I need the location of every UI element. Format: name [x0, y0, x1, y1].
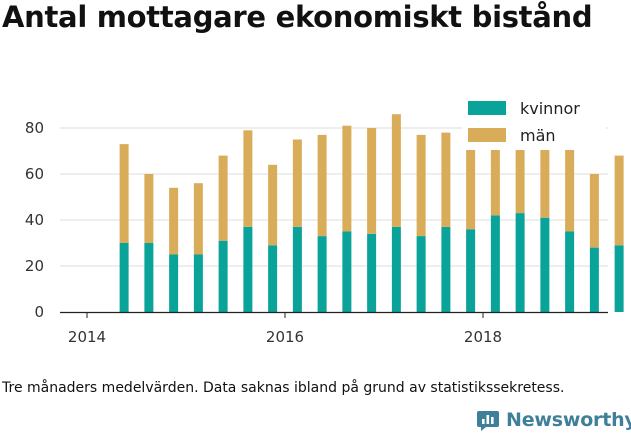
bar-kvinnor: [193, 254, 203, 312]
bar-man: [391, 114, 401, 227]
bar-man: [218, 155, 228, 241]
bar-man: [144, 174, 154, 243]
bar-man: [589, 174, 599, 248]
legend-swatch: [468, 128, 506, 142]
bar-kvinnor: [144, 243, 154, 312]
bar-man: [268, 164, 278, 246]
bar-kvinnor: [589, 247, 599, 312]
bar-kvinnor: [391, 226, 401, 312]
bar-man: [441, 132, 451, 227]
bar-kvinnor: [268, 245, 278, 312]
bar-kvinnor: [614, 245, 624, 312]
brand-name: Newsworthy: [506, 409, 631, 431]
bar-kvinnor: [317, 236, 327, 312]
y-tick-label: 80: [25, 119, 44, 137]
legend-label: kvinnor: [520, 99, 580, 118]
y-tick-label: 0: [34, 303, 44, 321]
bar-man: [119, 144, 129, 243]
legend-label: män: [520, 126, 556, 145]
y-tick-label: 60: [25, 165, 44, 183]
x-tick-label: 2018: [464, 328, 502, 346]
bar-man: [193, 183, 203, 255]
bar-man: [243, 130, 253, 227]
bar-kvinnor: [466, 229, 476, 312]
bar-kvinnor: [416, 236, 426, 312]
bar-man: [342, 125, 352, 232]
bar-kvinnor: [490, 215, 500, 312]
bar-kvinnor: [119, 243, 129, 312]
bar-kvinnor: [218, 240, 228, 312]
bar-man: [292, 139, 302, 227]
bar-man: [515, 111, 525, 214]
chart-title: Antal mottagare ekonomiskt bistånd: [2, 0, 593, 34]
bar-man: [367, 128, 377, 234]
bar-kvinnor: [169, 254, 179, 312]
y-tick-label: 40: [25, 211, 44, 229]
x-tick-label: 2014: [68, 328, 106, 346]
bar-man: [466, 146, 476, 230]
y-tick-label: 20: [25, 257, 44, 275]
bar-man: [490, 121, 500, 216]
newsworthy-logo-icon: [477, 411, 499, 431]
bar-kvinnor: [342, 231, 352, 312]
bar-man: [317, 134, 327, 237]
x-tick-label: 2016: [266, 328, 304, 346]
bar-man: [540, 116, 550, 218]
bar-kvinnor: [540, 217, 550, 312]
legend-swatch: [468, 101, 506, 115]
bar-man: [614, 155, 624, 246]
brand-logo[interactable]: Newsworthy: [476, 408, 631, 432]
bar-man: [565, 148, 575, 232]
stacked-bar-chart: 020406080201420162018202020222024 kvinno…: [24, 99, 624, 346]
footnote: Tre månaders medelvärden. Data saknas ib…: [2, 380, 565, 396]
bar-kvinnor: [565, 231, 575, 312]
bar-man: [416, 134, 426, 237]
bar-kvinnor: [292, 226, 302, 312]
bar-kvinnor: [441, 226, 451, 312]
bar-man: [169, 187, 179, 255]
bar-kvinnor: [367, 233, 377, 312]
bar-kvinnor: [515, 213, 525, 312]
bar-kvinnor: [243, 226, 253, 312]
